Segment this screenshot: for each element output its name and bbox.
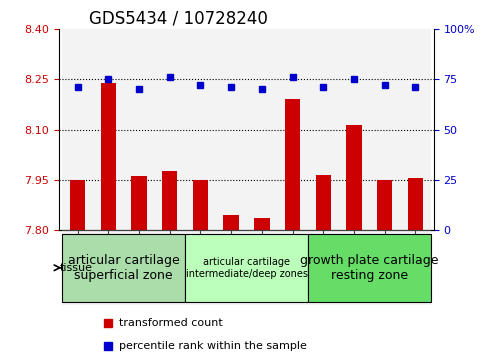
- Bar: [131, 176, 147, 230]
- Text: articular cartilage
superficial zone: articular cartilage superficial zone: [68, 254, 179, 282]
- Bar: [70, 180, 85, 230]
- Bar: [62, 230, 93, 306]
- Text: growth plate cartilage
resting zone: growth plate cartilage resting zone: [300, 254, 439, 282]
- Bar: [154, 29, 185, 230]
- Bar: [277, 230, 308, 306]
- Bar: [162, 171, 177, 230]
- Bar: [316, 175, 331, 230]
- FancyBboxPatch shape: [62, 234, 185, 302]
- Bar: [369, 29, 400, 230]
- Bar: [369, 230, 400, 306]
- Bar: [93, 29, 124, 230]
- Bar: [400, 230, 431, 306]
- Bar: [400, 29, 431, 230]
- Text: transformed count: transformed count: [119, 318, 223, 328]
- Bar: [62, 29, 93, 230]
- Bar: [193, 180, 208, 230]
- Bar: [339, 29, 369, 230]
- Text: GDS5434 / 10728240: GDS5434 / 10728240: [89, 9, 268, 28]
- Text: tissue: tissue: [60, 263, 93, 273]
- Bar: [223, 215, 239, 230]
- Bar: [101, 83, 116, 230]
- Bar: [346, 125, 362, 230]
- Bar: [185, 230, 216, 306]
- Bar: [185, 29, 216, 230]
- Bar: [124, 29, 154, 230]
- Bar: [246, 29, 277, 230]
- Bar: [308, 29, 339, 230]
- Bar: [216, 29, 246, 230]
- Bar: [339, 230, 369, 306]
- Bar: [408, 178, 423, 230]
- Bar: [154, 230, 185, 306]
- Bar: [285, 99, 300, 230]
- Bar: [254, 219, 270, 230]
- Text: percentile rank within the sample: percentile rank within the sample: [119, 341, 307, 351]
- Text: articular cartilage
intermediate/deep zones: articular cartilage intermediate/deep zo…: [185, 257, 308, 278]
- FancyBboxPatch shape: [185, 234, 308, 302]
- Bar: [246, 230, 277, 306]
- FancyBboxPatch shape: [308, 234, 431, 302]
- Bar: [93, 230, 124, 306]
- Bar: [377, 180, 392, 230]
- Bar: [277, 29, 308, 230]
- Bar: [124, 230, 154, 306]
- Bar: [216, 230, 246, 306]
- Bar: [308, 230, 339, 306]
